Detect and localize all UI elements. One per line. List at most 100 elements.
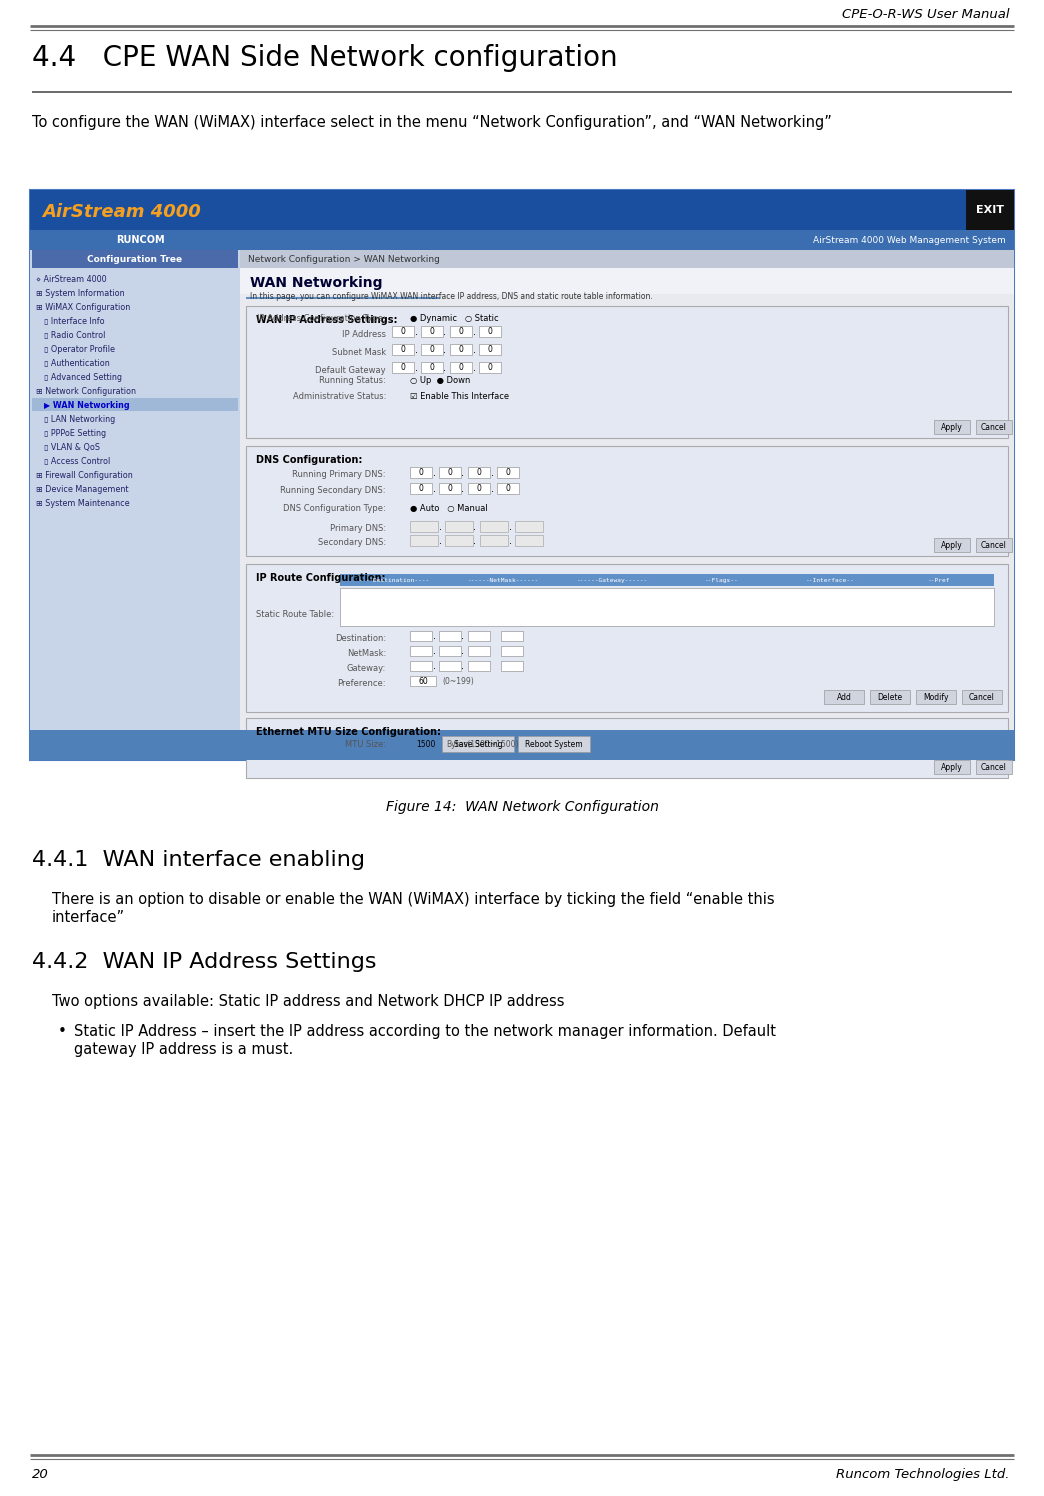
Text: ▯ Advanced Setting: ▯ Advanced Setting xyxy=(44,373,122,381)
Bar xyxy=(966,190,1014,230)
Text: MTU Size:: MTU Size: xyxy=(345,739,386,748)
Text: 4.4.1  WAN interface enabling: 4.4.1 WAN interface enabling xyxy=(32,850,365,871)
Bar xyxy=(340,588,994,625)
Text: Apply: Apply xyxy=(941,763,963,772)
Text: ⋄ AirStream 4000: ⋄ AirStream 4000 xyxy=(35,275,106,284)
Text: RUNCOM: RUNCOM xyxy=(116,235,164,245)
Bar xyxy=(410,536,438,546)
Text: WAN IP Address Settings:: WAN IP Address Settings: xyxy=(256,316,398,325)
Bar xyxy=(246,446,1009,557)
Text: Apply: Apply xyxy=(941,540,963,549)
Text: Cancel: Cancel xyxy=(981,422,1006,431)
Bar xyxy=(450,362,472,373)
Text: --Flags--: --Flags-- xyxy=(705,577,738,582)
Text: .: . xyxy=(474,522,476,531)
Text: IP Route Configuration:: IP Route Configuration: xyxy=(256,573,385,583)
Text: ▯ VLAN & QoS: ▯ VLAN & QoS xyxy=(44,443,100,452)
Bar xyxy=(438,483,461,494)
Text: 0: 0 xyxy=(458,328,464,337)
Bar xyxy=(479,344,501,355)
Text: 0: 0 xyxy=(401,346,405,355)
Bar xyxy=(438,661,461,672)
Text: Static IP Address – insert the IP address according to the network manager infor: Static IP Address – insert the IP addres… xyxy=(74,1023,776,1040)
Bar xyxy=(438,631,461,640)
Text: .: . xyxy=(473,362,475,373)
Text: IP Address: IP Address xyxy=(342,329,386,338)
Bar xyxy=(32,250,238,268)
Bar xyxy=(445,536,473,546)
Bar xyxy=(246,718,1009,778)
Text: 0: 0 xyxy=(476,485,481,494)
Text: .: . xyxy=(491,483,494,494)
Bar xyxy=(468,631,490,640)
Text: .: . xyxy=(438,536,442,546)
Bar xyxy=(450,344,472,355)
Text: 0: 0 xyxy=(401,364,405,373)
Text: ▯ PPPoE Setting: ▯ PPPoE Setting xyxy=(44,429,106,438)
Text: ----Destination----: ----Destination---- xyxy=(359,577,430,582)
Bar xyxy=(468,483,490,494)
Text: 0: 0 xyxy=(488,328,493,337)
Bar xyxy=(468,646,490,657)
Bar xyxy=(934,760,970,773)
Text: Save Setting: Save Setting xyxy=(454,739,502,748)
Text: Runcom Technologies Ltd.: Runcom Technologies Ltd. xyxy=(836,1468,1010,1481)
Text: ⊞ Network Configuration: ⊞ Network Configuration xyxy=(35,387,136,396)
Text: Add: Add xyxy=(836,693,852,702)
Text: Reboot System: Reboot System xyxy=(525,739,583,748)
Bar xyxy=(501,646,523,657)
Text: .: . xyxy=(473,326,475,337)
Text: ------NetMask------: ------NetMask------ xyxy=(468,577,539,582)
Text: ⊞ System Information: ⊞ System Information xyxy=(35,289,124,298)
Text: (0~199): (0~199) xyxy=(442,676,474,685)
Bar xyxy=(515,521,543,533)
Text: .: . xyxy=(432,661,435,672)
Text: .: . xyxy=(414,362,418,373)
Text: .: . xyxy=(432,483,435,494)
Bar xyxy=(976,760,1012,773)
Bar xyxy=(468,661,490,672)
Text: To configure the WAN (WiMAX) interface select in the menu “Network Configuration: To configure the WAN (WiMAX) interface s… xyxy=(32,115,832,130)
Bar xyxy=(246,564,1009,712)
Text: Gateway:: Gateway: xyxy=(347,664,386,673)
Bar xyxy=(916,690,956,705)
Text: Preference:: Preference: xyxy=(337,679,386,688)
Text: ● Auto   ○ Manual: ● Auto ○ Manual xyxy=(410,504,488,513)
Bar xyxy=(392,362,414,373)
Text: 0: 0 xyxy=(401,328,405,337)
Text: Administrative Status:: Administrative Status: xyxy=(292,392,386,401)
Bar xyxy=(450,326,472,337)
Text: ------Gateway------: ------Gateway------ xyxy=(577,577,648,582)
Text: •: • xyxy=(58,1023,67,1040)
Text: Cancel: Cancel xyxy=(969,693,995,702)
Text: Running Status:: Running Status: xyxy=(319,375,386,384)
Text: ▯ Access Control: ▯ Access Control xyxy=(44,456,111,465)
Text: .: . xyxy=(414,326,418,337)
Text: Figure 14:  WAN Network Configuration: Figure 14: WAN Network Configuration xyxy=(385,800,659,814)
Text: .: . xyxy=(491,467,494,477)
Text: Destination:: Destination: xyxy=(335,633,386,642)
Text: 0: 0 xyxy=(419,485,424,494)
Bar xyxy=(934,420,970,434)
Bar xyxy=(340,574,994,586)
Bar xyxy=(30,230,1014,250)
Bar xyxy=(240,268,1014,760)
Text: DNS Configuration:: DNS Configuration: xyxy=(256,455,362,465)
Bar xyxy=(442,736,514,752)
Text: There is an option to disable or enable the WAN (WiMAX) interface by ticking the: There is an option to disable or enable … xyxy=(52,892,775,907)
Text: 1500: 1500 xyxy=(417,739,435,748)
Text: Network Configuration > WAN Networking: Network Configuration > WAN Networking xyxy=(248,254,440,263)
Text: ▯ Operator Profile: ▯ Operator Profile xyxy=(44,346,115,355)
Text: ▯ LAN Networking: ▯ LAN Networking xyxy=(44,414,115,423)
Text: In this page, you can configure WiMAX WAN interface IP address, DNS and static r: In this page, you can configure WiMAX WA… xyxy=(250,292,652,301)
Text: ⊞ System Maintenance: ⊞ System Maintenance xyxy=(35,500,129,509)
Text: interface”: interface” xyxy=(52,910,125,925)
Text: ▯ Authentication: ▯ Authentication xyxy=(44,359,110,368)
Text: .: . xyxy=(444,344,447,355)
Bar xyxy=(976,420,1012,434)
Bar xyxy=(410,646,432,657)
Bar xyxy=(410,631,432,640)
Text: 20: 20 xyxy=(32,1468,49,1481)
Text: Secondary DNS:: Secondary DNS: xyxy=(317,537,386,546)
Bar xyxy=(410,661,432,672)
